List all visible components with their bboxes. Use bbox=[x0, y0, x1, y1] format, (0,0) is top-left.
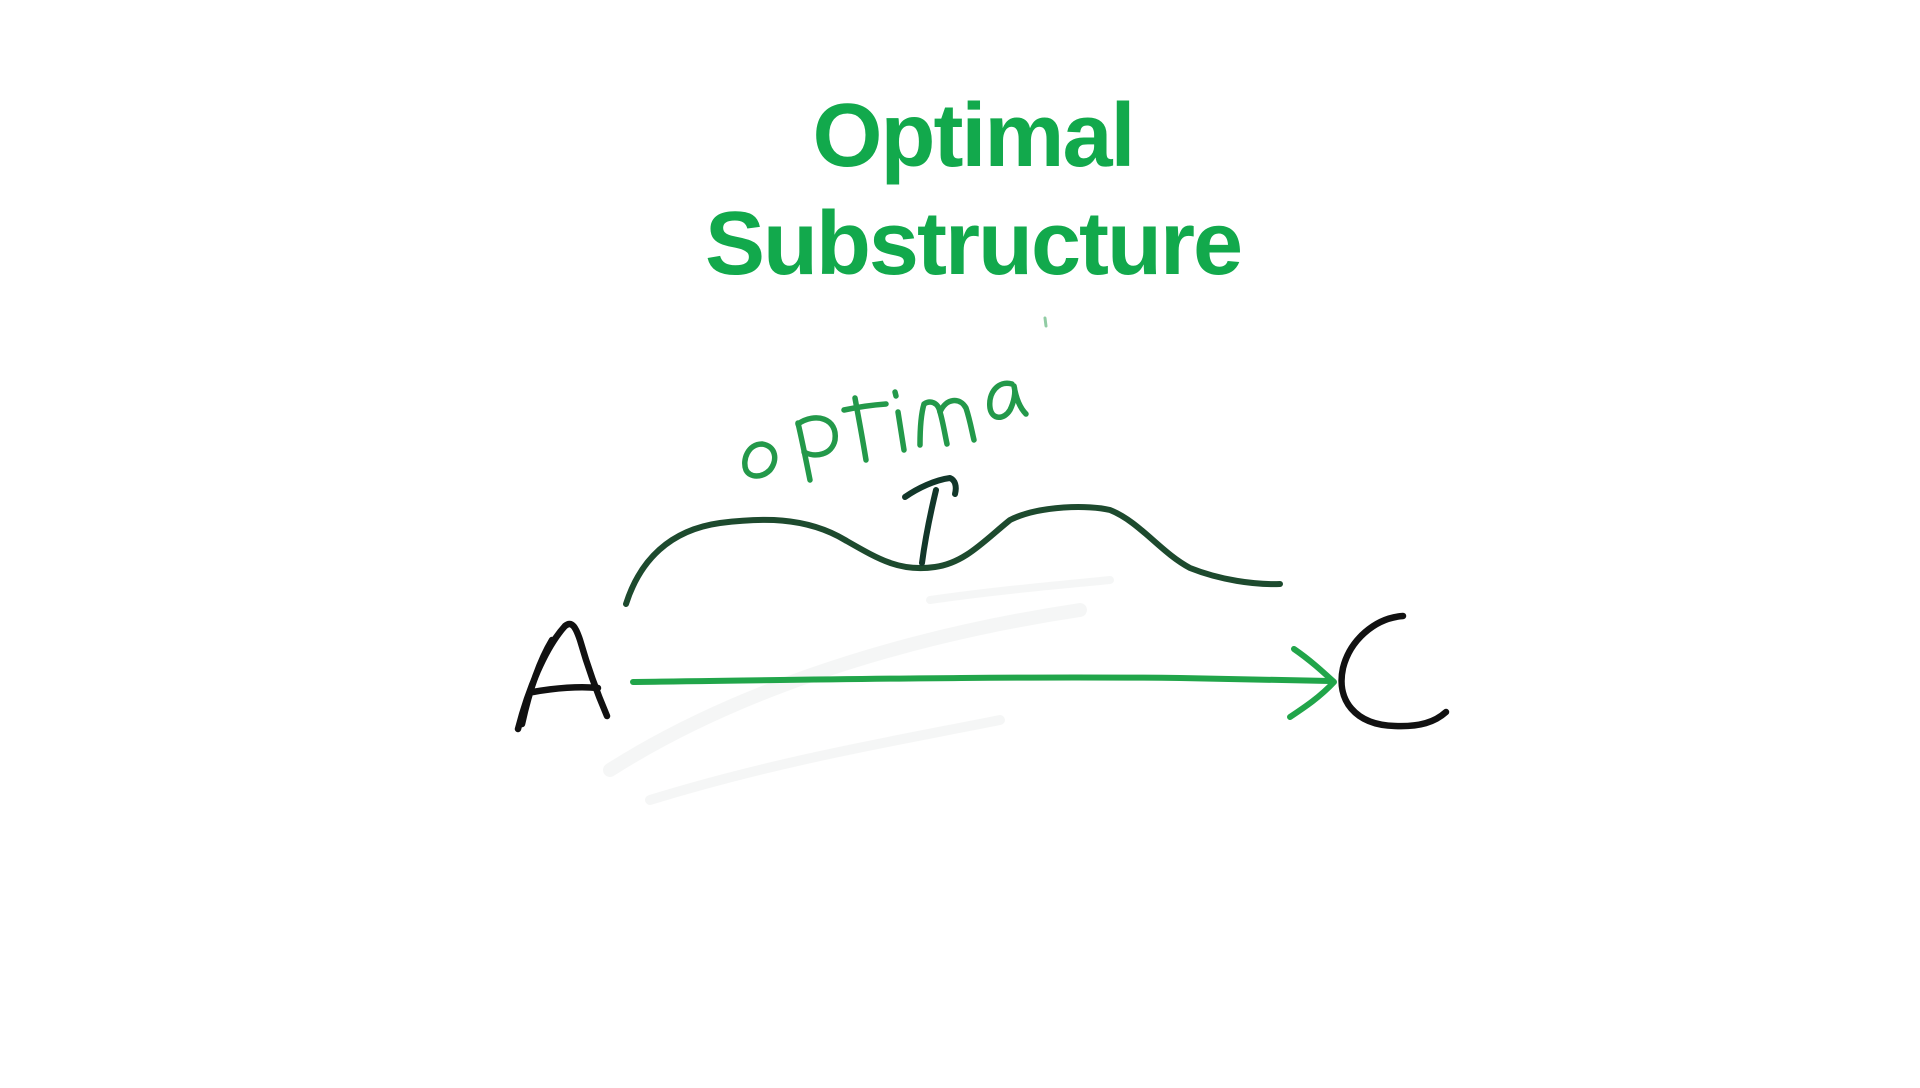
pointer-arrow bbox=[902, 475, 959, 566]
arrow-a-to-c bbox=[630, 646, 1337, 720]
title-line-2: Substructure bbox=[704, 194, 1243, 294]
node-a-label: A bbox=[560, 718, 561, 721]
page-title: Optimal Substructure bbox=[0, 82, 1920, 298]
node-c-label: C bbox=[1395, 719, 1396, 721]
node-c-glyph bbox=[1338, 612, 1450, 730]
node-a-glyph bbox=[514, 620, 611, 733]
handwritten-note: optimal bbox=[742, 316, 1048, 483]
optimal-subpath-curve bbox=[623, 504, 1283, 607]
faint-smudges bbox=[603, 576, 1114, 805]
title-line-1: Optimal bbox=[812, 86, 1135, 186]
